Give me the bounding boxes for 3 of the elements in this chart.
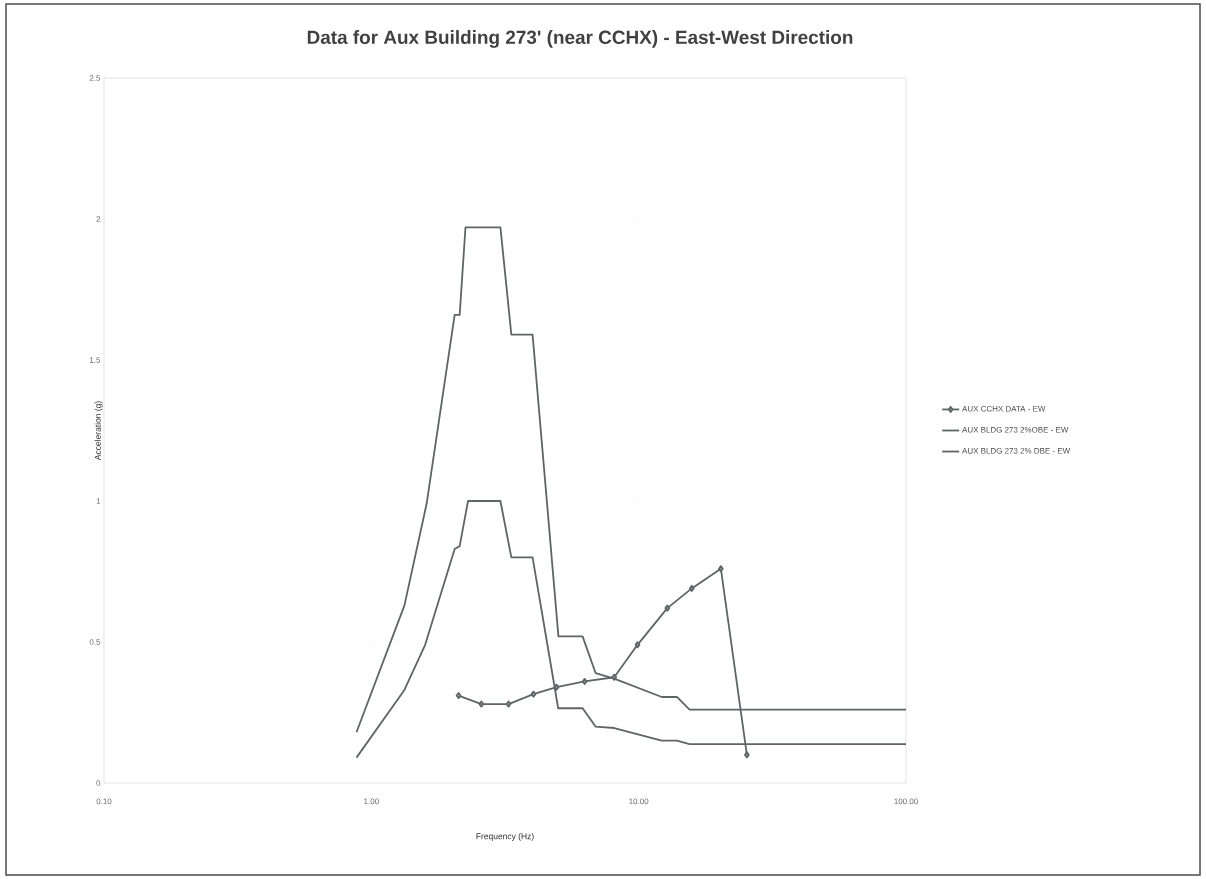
chart-title: Data for Aux Building 273' (near CCHX) - East-West Direction [307,30,853,48]
x-axis-title: Frequency (Hz) [476,833,534,841]
y-axis-title: Acceleration (g) [94,401,103,461]
